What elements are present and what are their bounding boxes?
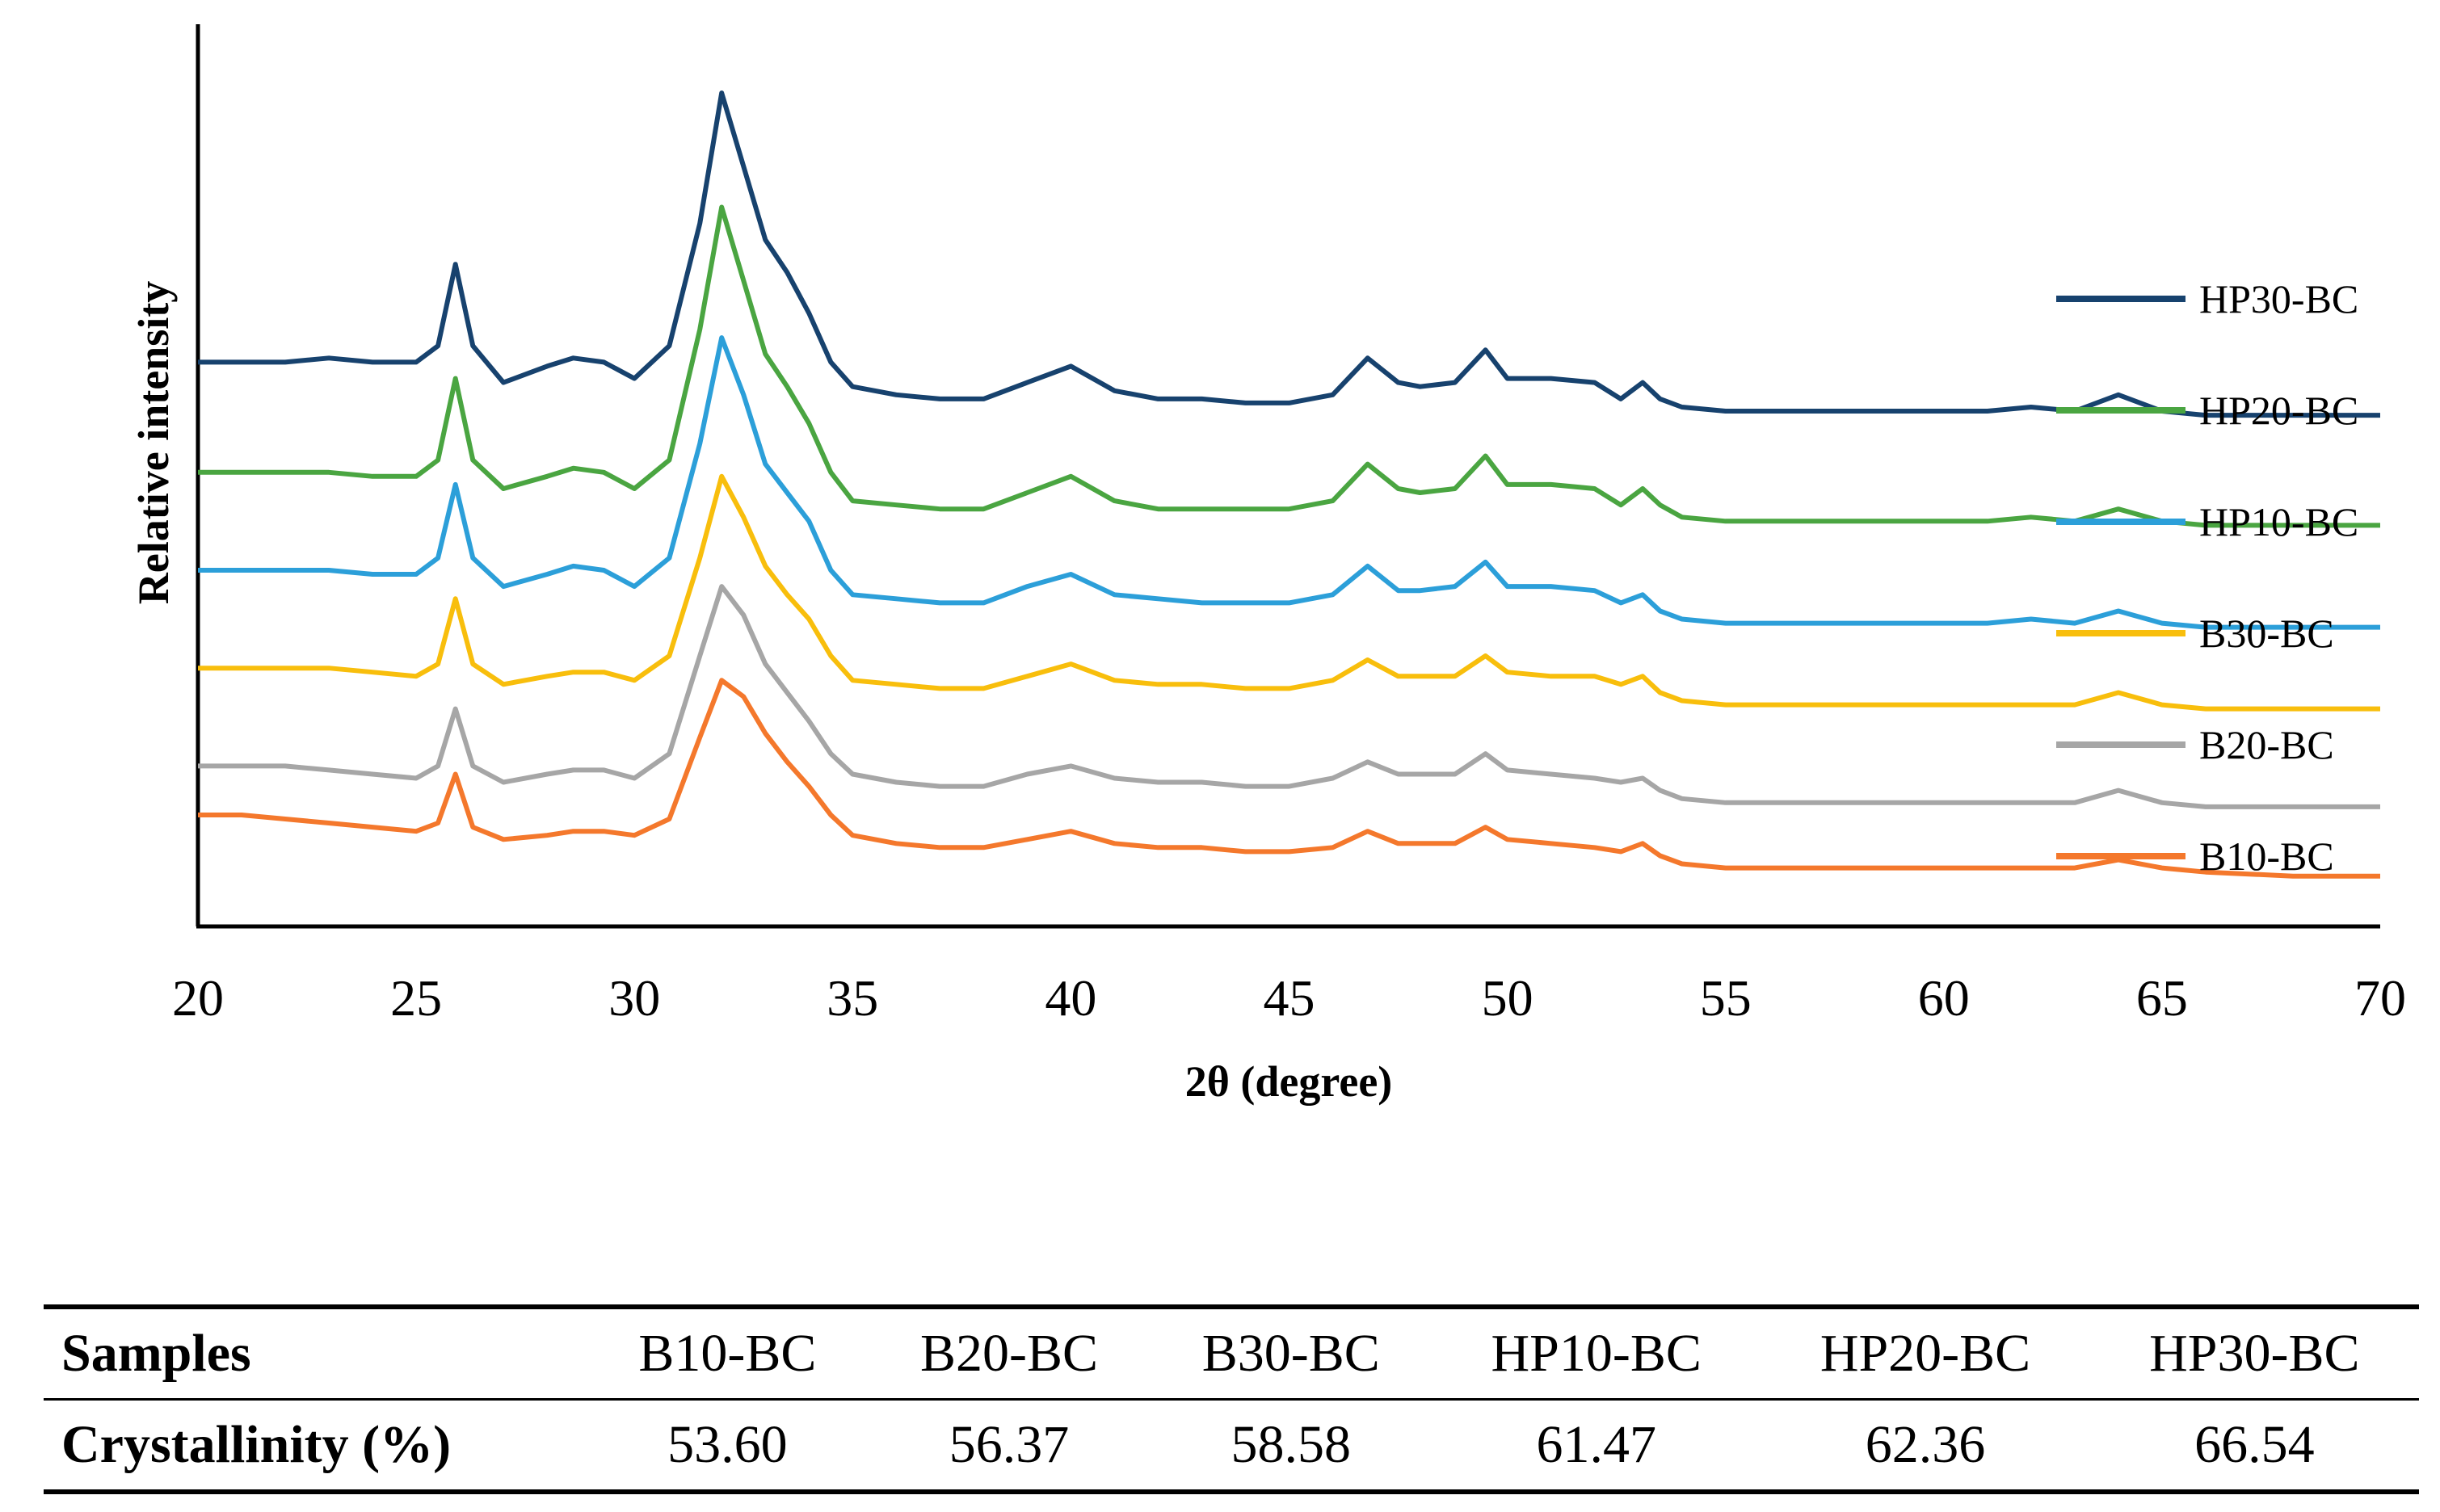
sample-name-cell: HP20-BC bbox=[1761, 1304, 2090, 1401]
x-tick-label: 70 bbox=[2354, 969, 2406, 1027]
crystallinity-value-cell: 66.54 bbox=[2089, 1399, 2419, 1494]
sample-name-cell: HP30-BC bbox=[2089, 1304, 2419, 1401]
x-tick-label: 50 bbox=[1482, 969, 1533, 1027]
series-lines bbox=[198, 90, 2380, 879]
series-line-b20-bc bbox=[198, 584, 2380, 809]
legend-label: B20-BC bbox=[2199, 722, 2334, 767]
sample-name-cell: B20-BC bbox=[868, 1304, 1151, 1401]
x-tick-label: 20 bbox=[172, 969, 224, 1027]
x-tick-label: 60 bbox=[1918, 969, 1970, 1027]
sample-name-cell: B30-BC bbox=[1150, 1304, 1432, 1401]
x-tick-label: 25 bbox=[390, 969, 442, 1027]
table-data-row: Crystallinity (%) 53.60 56.37 58.58 61.4… bbox=[44, 1399, 2419, 1494]
legend: HP30-BC HP20-BC HP10-BC B30-BC B20-BC B10-BC bbox=[2056, 276, 2358, 879]
legend-label: B10-BC bbox=[2199, 834, 2334, 879]
legend-label: HP10-BC bbox=[2199, 499, 2358, 544]
crystallinity-value-cell: 61.47 bbox=[1432, 1399, 1761, 1494]
crystallinity-table: Samples B10-BC B20-BC B30-BC HP10-BC HP2… bbox=[44, 1304, 2419, 1494]
series-line-b30-bc bbox=[198, 473, 2380, 712]
sample-name-cell: HP10-BC bbox=[1432, 1304, 1761, 1401]
series-line-b10-bc bbox=[198, 678, 2380, 879]
series-line-hp10-bc bbox=[198, 335, 2380, 630]
legend-label: HP30-BC bbox=[2199, 276, 2358, 321]
samples-header-label: Samples bbox=[44, 1304, 587, 1401]
x-tick-label: 65 bbox=[2136, 969, 2188, 1027]
xrd-chart: 20 25 30 35 40 45 50 55 60 65 70 HP30-BC HP20-BC HP1… bbox=[129, 24, 2406, 1106]
x-axis-title: 2θ (degree) bbox=[1185, 1057, 1393, 1106]
x-tick-label: 45 bbox=[1264, 969, 1315, 1027]
crystallinity-value-cell: 53.60 bbox=[587, 1399, 869, 1494]
x-tick-label: 55 bbox=[1700, 969, 1752, 1027]
x-tick-label: 35 bbox=[827, 969, 878, 1027]
x-axis-ticks: 20 25 30 35 40 45 50 55 60 65 70 bbox=[172, 969, 2406, 1027]
sample-name-cell: B10-BC bbox=[587, 1304, 869, 1401]
crystallinity-value-cell: 58.58 bbox=[1150, 1399, 1432, 1494]
crystallinity-row-label: Crystallinity (%) bbox=[44, 1399, 587, 1494]
series-line-hp20-bc bbox=[198, 204, 2380, 528]
series-line-hp30-bc bbox=[198, 90, 2380, 418]
x-tick-label: 30 bbox=[608, 969, 660, 1027]
x-tick-label: 40 bbox=[1045, 969, 1096, 1027]
y-axis-title: Relative intensity bbox=[129, 281, 178, 604]
legend-label: B30-BC bbox=[2199, 611, 2334, 656]
table-header-row: Samples B10-BC B20-BC B30-BC HP10-BC HP2… bbox=[44, 1304, 2419, 1401]
crystallinity-value-cell: 56.37 bbox=[868, 1399, 1151, 1494]
legend-label: HP20-BC bbox=[2199, 388, 2358, 433]
crystallinity-value-cell: 62.36 bbox=[1761, 1399, 2090, 1494]
